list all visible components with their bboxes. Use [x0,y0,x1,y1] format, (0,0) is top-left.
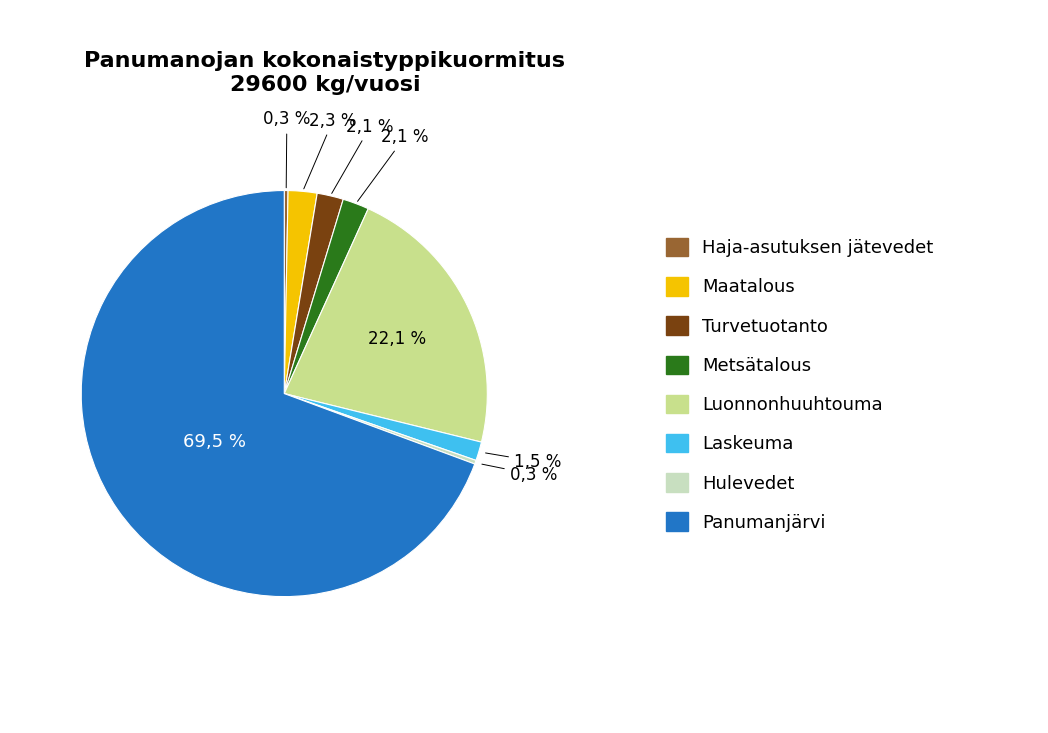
Legend: Haja-asutuksen jätevedet, Maatalous, Turvetuotanto, Metsätalous, Luonnonhuuhtoum: Haja-asutuksen jätevedet, Maatalous, Tur… [659,231,941,539]
Wedge shape [284,191,318,394]
Text: 2,1 %: 2,1 % [357,128,429,202]
Wedge shape [82,191,475,597]
Wedge shape [284,191,288,394]
Text: 0,3 %: 0,3 % [263,111,310,188]
Wedge shape [284,394,476,464]
Wedge shape [284,199,368,394]
Text: 2,3 %: 2,3 % [304,111,356,189]
Text: 1,5 %: 1,5 % [485,453,562,471]
Wedge shape [284,194,344,394]
Text: 22,1 %: 22,1 % [369,330,427,347]
Text: Panumanojan kokonaistyppikuormitus
29600 kg/vuosi: Panumanojan kokonaistyppikuormitus 29600… [85,51,565,95]
Wedge shape [284,209,487,442]
Wedge shape [284,394,481,460]
Text: 69,5 %: 69,5 % [182,433,246,452]
Text: 2,1 %: 2,1 % [332,117,394,194]
Text: 0,3 %: 0,3 % [482,464,558,484]
